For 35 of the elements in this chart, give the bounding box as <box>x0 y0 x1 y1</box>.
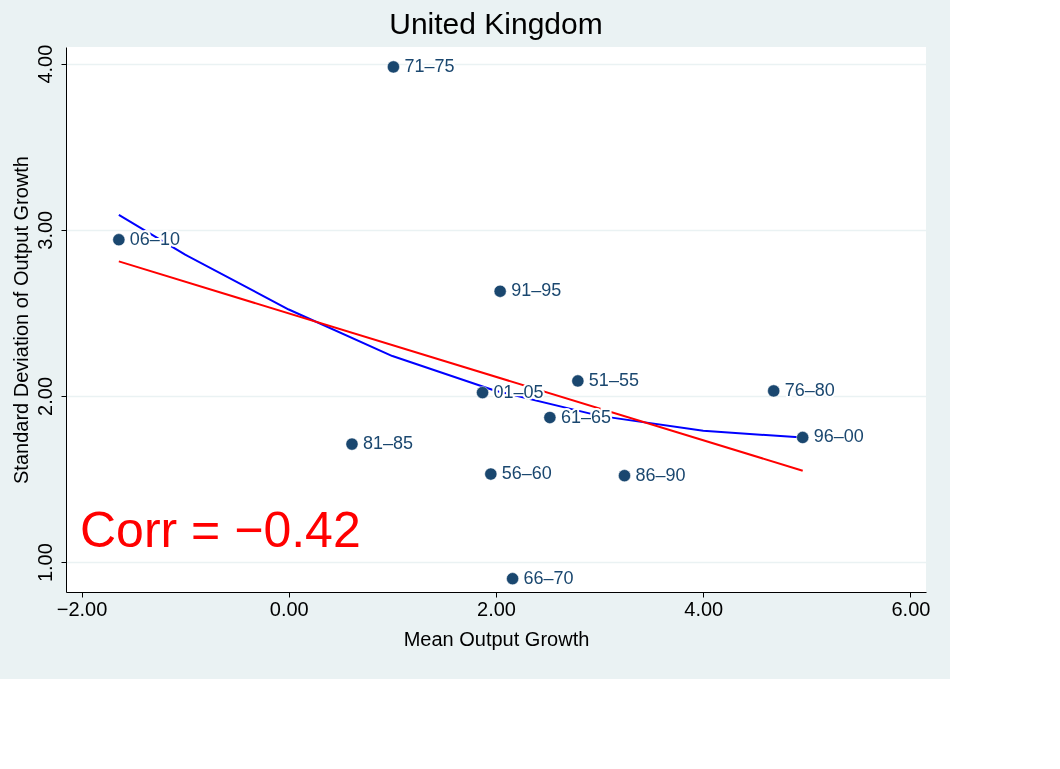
point <box>387 60 400 74</box>
data-label: 86–90 <box>635 464 686 485</box>
x-tick-label: 6.00 <box>891 597 931 620</box>
x-tick-label: −2.00 <box>56 597 108 620</box>
y-tick-label: 3.00 <box>33 210 56 250</box>
chart-title: United Kingdom <box>389 7 603 41</box>
y-tick-label: 1.00 <box>33 543 56 583</box>
point <box>345 437 359 451</box>
data-label: 91–95 <box>511 280 562 301</box>
data-label: 51–55 <box>588 369 639 390</box>
x-tick-label: 0.00 <box>269 597 309 620</box>
x-tick-label: 4.00 <box>684 597 724 620</box>
data-label: 71–75 <box>404 55 455 76</box>
point <box>493 284 507 298</box>
point <box>618 469 631 483</box>
point <box>476 386 489 399</box>
y-tick-label: 4.00 <box>33 44 56 84</box>
point <box>112 233 126 247</box>
point <box>796 431 810 444</box>
data-label: 81–85 <box>362 433 414 454</box>
point <box>484 467 498 481</box>
x-tick-label: 2.00 <box>477 597 516 620</box>
data-label: 56–60 <box>501 463 552 484</box>
x-axis-title: Mean Output Growth <box>403 627 590 650</box>
data-label: 61–65 <box>560 406 611 427</box>
annotation: Corr = −0.42 <box>80 502 361 558</box>
y-tick-label: 2.00 <box>33 376 56 416</box>
point <box>767 384 781 398</box>
data-label: 76–80 <box>784 379 835 400</box>
point <box>571 374 585 388</box>
point <box>543 411 557 424</box>
data-label: 66–70 <box>523 567 574 588</box>
point <box>506 572 519 586</box>
data-label: 96–00 <box>813 426 864 447</box>
y-axis-title: Standard Deviation of Output Growth <box>9 156 32 484</box>
